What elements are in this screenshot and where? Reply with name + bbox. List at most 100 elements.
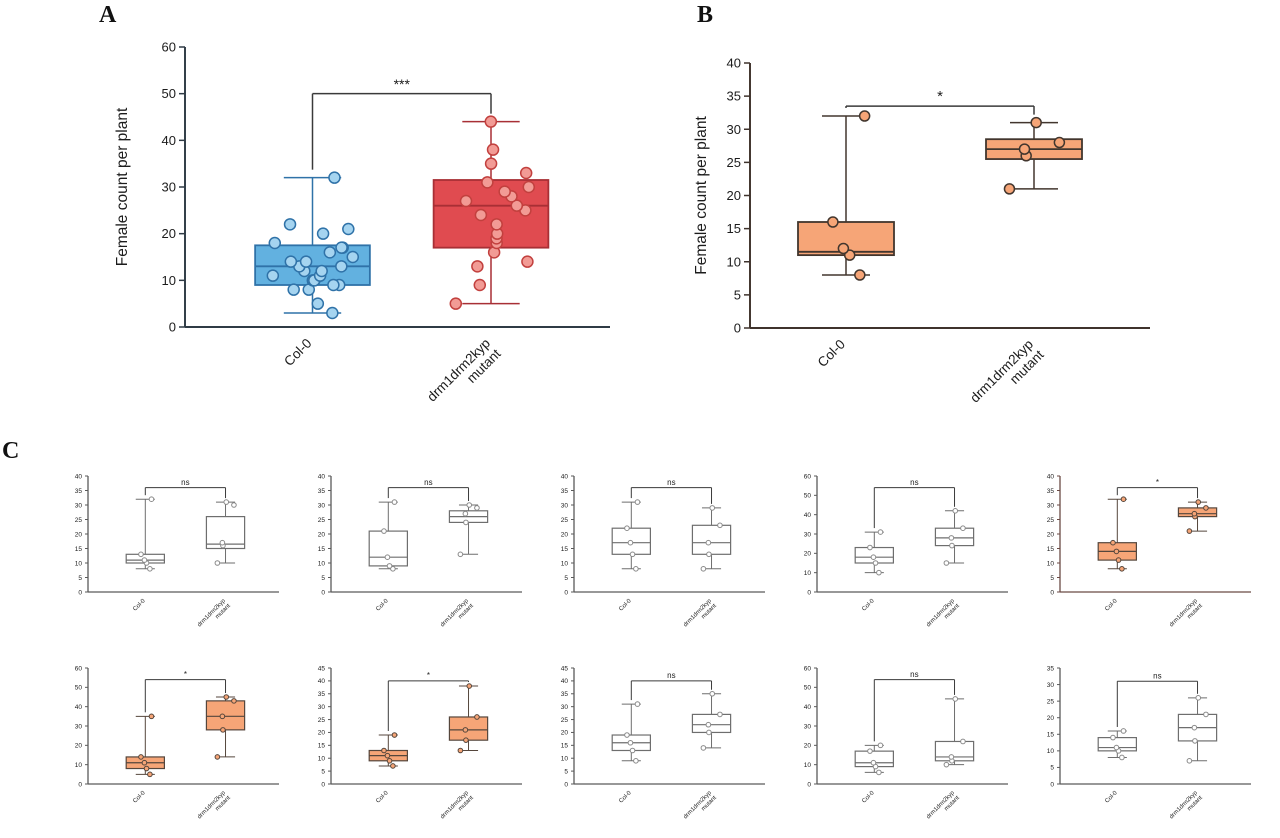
svg-text:15: 15 [561,743,569,750]
svg-text:20: 20 [75,743,83,750]
svg-text:10: 10 [804,570,812,577]
svg-text:30: 30 [162,180,176,195]
svg-text:35: 35 [1047,488,1055,495]
svg-text:Col-0: Col-0 [618,598,633,613]
svg-text:50: 50 [804,493,812,500]
svg-text:0: 0 [78,589,82,596]
boxplot-chart-b: 0 5 10 15 20 25 30 35 40 Female count per plant Co… [690,38,1180,433]
svg-text:20: 20 [1047,715,1055,722]
svg-text:30: 30 [75,723,83,730]
svg-text:5: 5 [321,768,325,775]
boxplot-chart-c9: 0 10 20 30 40 50 60 Col-0 drm1drm2kyp mutant ns [787,654,1022,834]
svg-text:10: 10 [318,755,326,762]
svg-text:45: 45 [318,665,326,672]
box-chart-svg-a: 0 10 20 30 40 50 60 Female count per plant Col-0… [114,40,610,404]
boxplot-chart-c4: 0 10 20 30 40 50 60 Col-0 drm1drm2kyp mutant ns [787,462,1022,642]
boxplot-chart-c5: 0 5 10 15 20 25 30 35 40 Col-0 drm1drm2kyp mutant * [1030,462,1265,642]
svg-text:10: 10 [75,560,83,567]
svg-text:35: 35 [561,488,569,495]
panel-label-c: C [2,438,20,464]
svg-text:0: 0 [734,321,741,336]
svg-text:0: 0 [807,589,811,596]
svg-text:60: 60 [162,40,176,55]
svg-text:20: 20 [318,730,326,737]
svg-text:20: 20 [561,531,569,538]
boxplot-chart-c1: 0 5 10 15 20 25 30 35 40 Col-0 drm1drm2kyp mutant ns [58,462,293,642]
svg-text:5: 5 [564,768,568,775]
svg-text:30: 30 [1047,682,1055,689]
svg-text:20: 20 [1047,531,1055,538]
svg-text:5: 5 [1050,575,1054,582]
svg-text:15: 15 [318,743,326,750]
svg-text:5: 5 [734,287,741,302]
svg-text:Col-0: Col-0 [861,598,876,613]
svg-text:25: 25 [1047,517,1055,524]
svg-text:25: 25 [318,717,326,724]
svg-text:5: 5 [321,575,325,582]
svg-text:30: 30 [1047,502,1055,509]
svg-text:40: 40 [318,473,326,480]
svg-text:25: 25 [727,155,741,170]
svg-text:10: 10 [561,560,569,567]
svg-text:20: 20 [804,743,812,750]
svg-text:40: 40 [561,678,569,685]
svg-text:20: 20 [561,730,569,737]
svg-text:20: 20 [318,531,326,538]
svg-text:0: 0 [78,781,82,788]
svg-text:15: 15 [75,546,83,553]
svg-text:Col-0: Col-0 [375,598,390,613]
svg-text:*: * [937,88,943,105]
svg-text:45: 45 [561,665,569,672]
svg-text:10: 10 [318,560,326,567]
svg-text:0: 0 [807,781,811,788]
svg-text:35: 35 [727,89,741,104]
svg-text:60: 60 [804,473,812,480]
svg-text:10: 10 [1047,560,1055,567]
svg-text:10: 10 [561,755,569,762]
svg-text:***: *** [394,76,411,92]
svg-text:Col-0: Col-0 [1104,598,1119,613]
svg-text:0: 0 [1050,781,1054,788]
svg-text:Female count per plant: Female count per plant [693,116,710,275]
svg-text:ns: ns [424,478,432,487]
svg-text:ns: ns [181,478,189,487]
svg-text:25: 25 [1047,698,1055,705]
svg-text:60: 60 [804,665,812,672]
svg-text:60: 60 [75,665,83,672]
svg-text:10: 10 [162,273,176,288]
svg-text:*: * [184,670,187,679]
boxplot-chart-c3: 0 5 10 15 20 25 30 35 40 Col-0 drm1drm2kyp mutant ns [544,462,779,642]
boxplot-chart-c2: 0 5 10 15 20 25 30 35 40 Col-0 drm1drm2kyp mutant ns [301,462,536,642]
svg-text:10: 10 [1047,748,1055,755]
svg-text:0: 0 [1050,589,1054,596]
svg-text:ns: ns [667,478,675,487]
svg-text:Col-0: Col-0 [1104,790,1119,805]
svg-text:10: 10 [75,762,83,769]
svg-text:40: 40 [1047,473,1055,480]
svg-text:35: 35 [318,691,326,698]
svg-text:50: 50 [804,685,812,692]
svg-text:5: 5 [564,575,568,582]
svg-text:15: 15 [318,546,326,553]
svg-text:30: 30 [727,122,741,137]
svg-text:40: 40 [804,704,812,711]
boxplot-chart-c10: 0 5 10 15 20 25 30 35 Col-0 drm1drm2kyp mutant ns [1030,654,1265,834]
svg-text:15: 15 [1047,546,1055,553]
svg-text:35: 35 [75,488,83,495]
svg-text:25: 25 [318,517,326,524]
svg-text:25: 25 [75,517,83,524]
svg-text:Col-0: Col-0 [815,337,848,370]
svg-text:Col-0: Col-0 [132,790,147,805]
svg-text:25: 25 [561,517,569,524]
svg-text:25: 25 [561,717,569,724]
svg-text:5: 5 [78,575,82,582]
svg-text:*: * [427,671,430,680]
svg-text:Col-0: Col-0 [375,790,390,805]
svg-text:5: 5 [1050,765,1054,772]
svg-text:Col-0: Col-0 [861,790,876,805]
